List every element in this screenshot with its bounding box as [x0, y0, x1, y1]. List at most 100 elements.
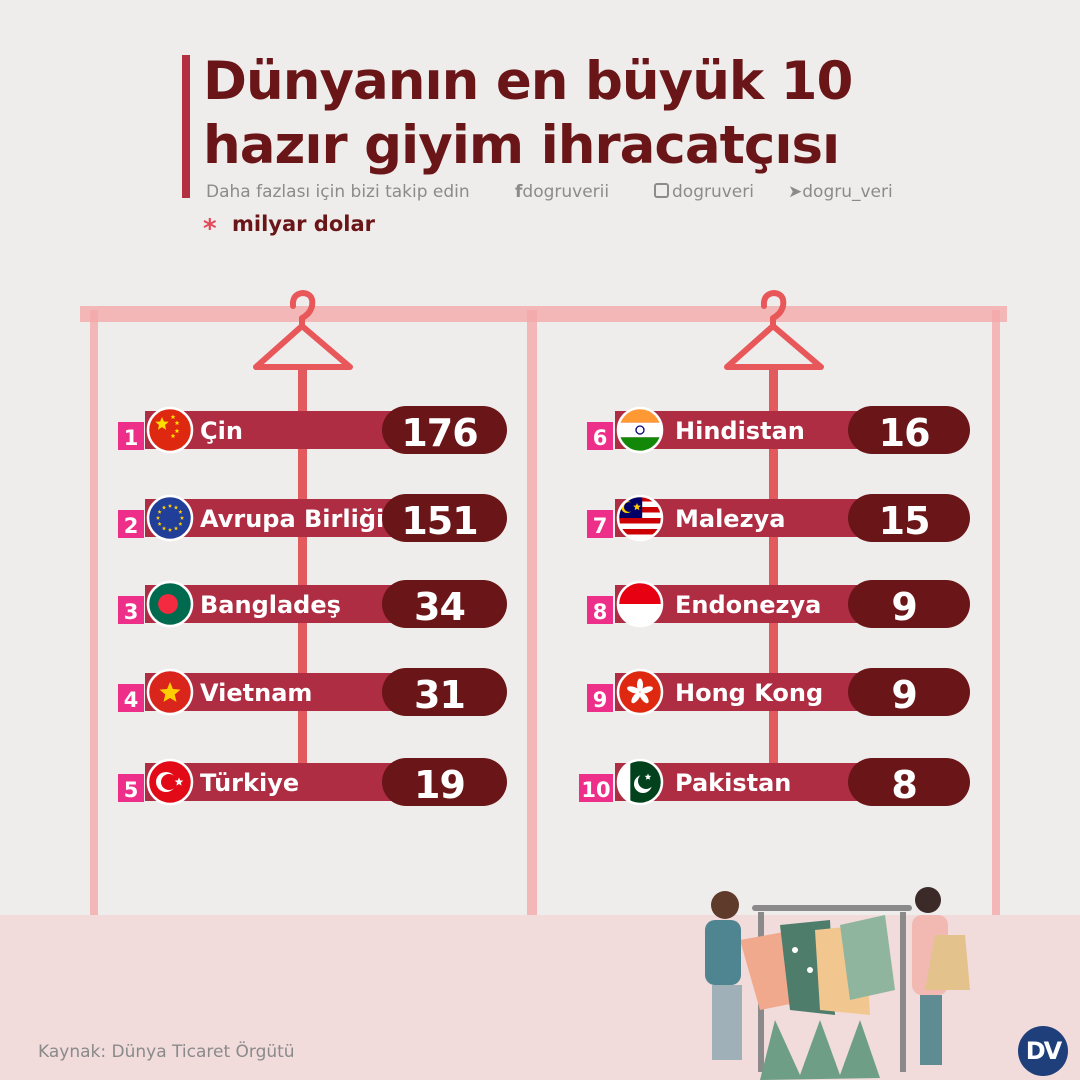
ranking-row: 2 Avrupa Birliği 151: [118, 494, 507, 543]
twitter-icon: ➤: [788, 182, 803, 202]
ranking-row: 6 Hindistan 16: [587, 406, 970, 455]
rank-badge: [118, 596, 144, 624]
bar: [145, 411, 395, 449]
rank-number: 1: [124, 426, 139, 450]
title-line-1: Dünyanın en büyük 10: [203, 51, 853, 112]
value-box: [848, 758, 970, 806]
value-label: 34: [414, 585, 465, 629]
rack-rail: [80, 306, 1007, 322]
value-box: [848, 580, 970, 628]
rank-number: 4: [124, 688, 139, 712]
bar: [145, 585, 395, 623]
value-box: [382, 758, 507, 806]
unit-label: milyar dolar: [232, 212, 375, 236]
country-label: Endonezya: [675, 591, 821, 619]
country-label: Hong Kong: [675, 679, 823, 707]
instagram-icon: [654, 183, 669, 198]
brand-logo: DV: [1018, 1026, 1068, 1076]
rank-number: 5: [124, 778, 139, 802]
rank-badge: [118, 774, 144, 802]
rack-post-middle: [527, 310, 537, 915]
facebook-handle[interactable]: fdogruverii: [515, 182, 610, 202]
malaysia-flag-icon: [616, 494, 664, 542]
ranking-row: 3 Bangladeş 34: [118, 580, 507, 629]
country-label: Türkiye: [200, 769, 299, 797]
rank-number: 3: [124, 600, 139, 624]
value-box: [382, 580, 507, 628]
eu-flag-icon: [146, 494, 194, 542]
hanger-icon: [253, 290, 353, 370]
value-label: 176: [401, 411, 477, 455]
shoppers-illustration: [705, 887, 970, 1080]
turkey-flag-icon: [146, 758, 194, 806]
rank-badge: [118, 510, 144, 538]
ranking-row: 5 Türkiye 19: [118, 758, 507, 807]
rank-badge: [587, 510, 613, 538]
rack-post-right: [992, 310, 1000, 915]
ranking-row: 7 Malezya 15: [587, 494, 970, 543]
ranking-row: 10 Pakistan 8: [579, 758, 970, 807]
country-label: Avrupa Birliği: [200, 505, 384, 533]
rank-number: 6: [593, 426, 608, 450]
rank-badge: [118, 422, 144, 450]
asterisk-icon: *: [203, 214, 217, 244]
value-box: [848, 668, 970, 716]
source-note: Kaynak: Dünya Ticaret Örgütü: [38, 1042, 295, 1062]
country-label: Malezya: [675, 505, 785, 533]
bangladesh-flag-icon: [146, 580, 194, 628]
rack-post-left: [90, 310, 98, 915]
vietnam-flag-icon: [146, 668, 194, 716]
value-label: 151: [401, 499, 477, 543]
ranking-row: 1 Çin 176: [118, 406, 507, 455]
rank-badge: [118, 684, 144, 712]
china-flag-icon: [146, 406, 194, 454]
hanger-stem-right: [769, 367, 778, 777]
country-label: Pakistan: [675, 769, 791, 797]
india-flag-icon: [616, 406, 664, 454]
bar: [615, 411, 865, 449]
ranking-row: 8 Endonezya 9: [587, 580, 970, 629]
value-box: [382, 494, 507, 542]
bar: [615, 499, 865, 537]
value-label: 8: [891, 763, 916, 807]
bar: [615, 763, 865, 801]
value-box: [848, 494, 970, 542]
rank-number: 8: [593, 600, 608, 624]
value-label: 15: [879, 499, 930, 543]
rank-number: 10: [581, 778, 610, 802]
title-line-2: hazır giyim ihracatçısı: [203, 115, 840, 176]
pakistan-flag-icon: [616, 758, 664, 806]
ranking-row: 9 Hong Kong 9: [587, 668, 970, 717]
country-label: Çin: [200, 417, 243, 445]
twitter-handle[interactable]: ➤dogru_veri: [788, 182, 893, 202]
bar: [145, 673, 395, 711]
rank-badge: [587, 684, 613, 712]
value-label: 9: [891, 673, 916, 717]
value-label: 9: [891, 585, 916, 629]
value-label: 31: [414, 673, 465, 717]
country-label: Bangladeş: [200, 591, 341, 619]
rank-badge: [587, 422, 613, 450]
value-box: [382, 406, 507, 454]
bar: [615, 673, 865, 711]
rank-number: 9: [593, 688, 608, 712]
facebook-icon: f: [515, 182, 523, 202]
bar: [145, 763, 395, 801]
value-label: 16: [879, 411, 930, 455]
hanger-stem-left: [298, 367, 307, 777]
rank-badge: [587, 596, 613, 624]
value-box: [382, 668, 507, 716]
rank-badge: [579, 774, 613, 802]
country-label: Vietnam: [200, 679, 312, 707]
bar: [145, 499, 395, 537]
title-accent-bar: [182, 55, 190, 198]
rank-number: 2: [124, 514, 139, 538]
hanger-icon: [724, 290, 824, 370]
value-label: 19: [414, 763, 465, 807]
country-label: Hindistan: [675, 417, 805, 445]
page-title: Dünyanın en büyük 10 hazır giyim ihracat…: [203, 50, 853, 178]
instagram-handle[interactable]: dogruveri: [654, 182, 754, 202]
hong-kong-flag-icon: [616, 668, 664, 716]
